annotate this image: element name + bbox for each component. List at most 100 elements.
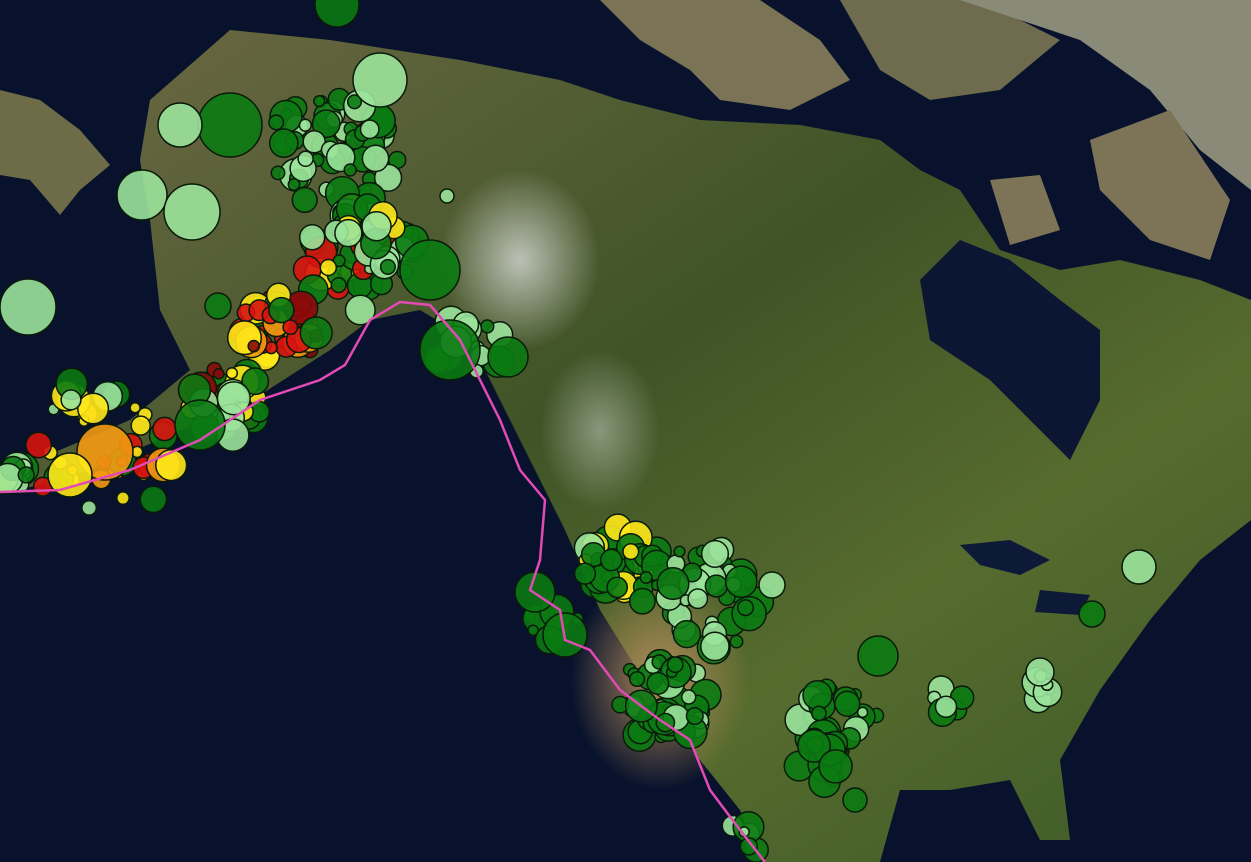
earthquake-marker (268, 296, 295, 324)
earthquake-marker (163, 183, 221, 241)
lake (960, 540, 1050, 575)
land-island (990, 175, 1060, 245)
earthquake-marker (302, 129, 326, 154)
earthquake-marker (622, 543, 640, 561)
earthquake-marker (419, 319, 481, 381)
earthquake-marker (247, 339, 261, 353)
earthquake-marker (282, 319, 299, 336)
earthquake-marker (297, 150, 314, 168)
earthquake-marker (639, 570, 653, 585)
earthquake-marker (352, 52, 408, 108)
earthquake-marker (758, 571, 786, 599)
earthquake-marker (1025, 657, 1055, 687)
earthquake-marker (646, 671, 670, 695)
earthquake-marker (628, 587, 656, 615)
earthquake-marker (724, 565, 758, 599)
earthquake-marker (379, 258, 396, 275)
earthquake-marker (343, 163, 357, 177)
earthquake-marker (739, 837, 759, 856)
hudson-bay (920, 240, 1100, 460)
land-island (840, 0, 1060, 100)
earthquake-marker (527, 624, 539, 637)
land-baffin (1090, 110, 1230, 260)
earthquake-marker (359, 119, 380, 140)
land-siberia (0, 90, 110, 215)
earthquake-marker (157, 102, 203, 148)
earthquake-marker (802, 679, 833, 711)
earthquake-marker (60, 389, 82, 411)
earthquake-marker (47, 452, 93, 498)
earthquake-marker (361, 144, 390, 173)
earthquake-marker (934, 695, 958, 718)
earthquake-marker (656, 567, 690, 601)
earthquake-marker (77, 392, 110, 425)
earthquake-marker (298, 118, 312, 132)
earthquake-marker (299, 316, 333, 350)
earthquake-marker (480, 319, 495, 334)
earthquake-marker (241, 367, 270, 396)
earthquake-marker (139, 485, 168, 514)
earthquake-marker (857, 635, 899, 677)
earthquake-marker (1121, 549, 1157, 585)
earthquake-marker (314, 0, 360, 28)
earthquake-marker (399, 239, 461, 301)
earthquake-marker (311, 109, 341, 139)
earthquake-marker (0, 278, 57, 336)
earthquake-marker (216, 381, 251, 416)
earthquake-marker (81, 499, 98, 516)
earthquake-marker (334, 218, 363, 248)
earthquake-marker (700, 539, 730, 568)
earthquake-marker (666, 656, 684, 674)
earthquakes (0, 0, 1157, 862)
snow-region (540, 350, 660, 510)
earthquake-marker (818, 749, 853, 784)
earthquake-marker (25, 431, 53, 459)
earthquake-marker (313, 94, 326, 108)
earthquake-marker (700, 631, 730, 662)
earthquake-marker (361, 210, 392, 242)
land-island (600, 0, 850, 110)
snow-region (440, 170, 600, 350)
earthquake-marker (129, 401, 141, 414)
earthquake-marker (704, 574, 728, 598)
earthquake-marker (811, 705, 827, 722)
earthquake-marker (797, 728, 831, 763)
earthquake-marker (174, 399, 226, 451)
earthquake-marker (346, 94, 363, 110)
earthquake-marker (155, 449, 188, 482)
earthquake-marker (687, 588, 709, 610)
earthquake-marker (680, 689, 697, 705)
earthquake-marker (629, 670, 646, 688)
earthquake-marker (204, 292, 232, 320)
earthquake-marker (373, 163, 403, 192)
earthquake-marker (116, 169, 168, 221)
earthquake-marker (330, 276, 347, 294)
earthquake-marker (344, 294, 376, 326)
earthquake-marker (197, 92, 263, 158)
earthquake-marker (17, 466, 35, 484)
earthquake-marker (268, 128, 299, 158)
earthquake-marker (268, 114, 285, 131)
earthquake-marker (729, 634, 744, 649)
earthquake-marker (673, 545, 686, 558)
earthquake-marker (834, 690, 861, 717)
earthquake-marker (76, 423, 134, 481)
earthquake-marker (736, 599, 755, 617)
earthquake-marker (298, 223, 326, 251)
earthquake-marker (152, 416, 177, 442)
land-greenland (960, 0, 1251, 190)
earthquake-marker (573, 562, 597, 585)
earthquake-marker (439, 188, 455, 204)
earthquake-marker (130, 415, 151, 436)
earthquake-marker (1078, 600, 1106, 628)
earthquake-marker (291, 186, 318, 214)
lake (1035, 590, 1090, 615)
earthquake-marker (599, 548, 623, 572)
earthquake-marker (319, 258, 338, 277)
earthquake-marker (842, 787, 868, 813)
earthquake-marker (606, 576, 629, 599)
earthquake-marker (856, 706, 869, 719)
earthquake-marker (685, 706, 704, 726)
